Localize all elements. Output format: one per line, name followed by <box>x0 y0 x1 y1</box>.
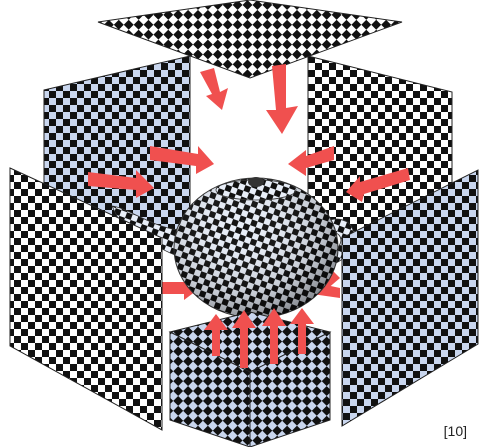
arrows-top <box>200 64 298 134</box>
plane-front-right <box>341 169 479 427</box>
arrows-bottom <box>204 308 314 368</box>
plane-front-left <box>9 167 163 431</box>
plane-top <box>97 0 403 79</box>
teapot-icon <box>111 177 355 319</box>
citation-label: [10] <box>443 423 467 439</box>
